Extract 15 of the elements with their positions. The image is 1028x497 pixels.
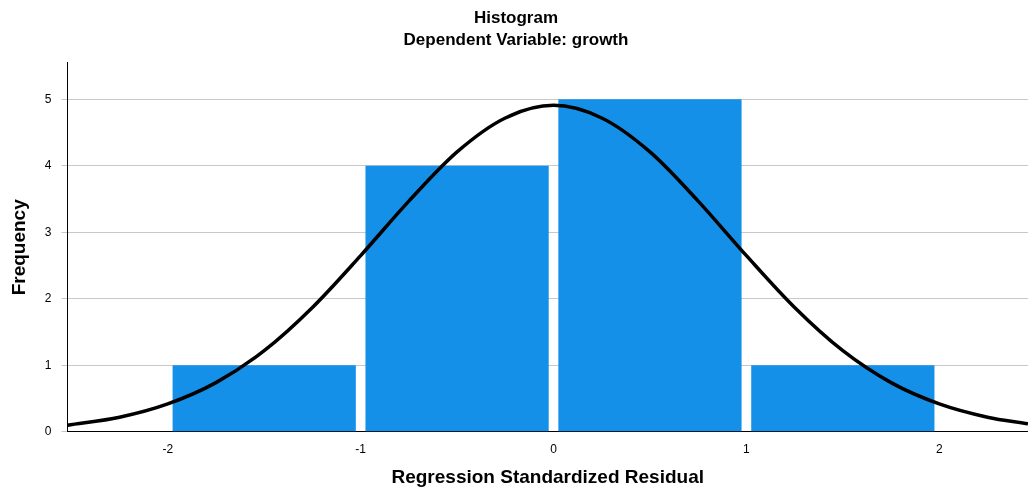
x-tick-label: 2 bbox=[935, 442, 943, 457]
x-tick-label: -2 bbox=[162, 442, 174, 457]
y-tick-label: 2 bbox=[44, 291, 52, 306]
x-axis-title: Regression Standardized Residual bbox=[391, 465, 704, 487]
x-tick-label: 0 bbox=[550, 442, 558, 457]
x-tick-label: 1 bbox=[743, 442, 751, 457]
chart-subtitle: Dependent Variable: growth bbox=[403, 30, 629, 50]
y-tick-label: 1 bbox=[44, 357, 52, 372]
chart-title: Histogram bbox=[473, 7, 559, 27]
y-tick-label: 5 bbox=[44, 91, 52, 106]
x-tick-label: -1 bbox=[355, 442, 367, 457]
y-tick-label: 3 bbox=[44, 224, 52, 239]
y-tick-label: 4 bbox=[44, 158, 52, 173]
y-tick-label: 0 bbox=[44, 424, 52, 439]
y-axis-title: Frequency bbox=[7, 198, 29, 296]
